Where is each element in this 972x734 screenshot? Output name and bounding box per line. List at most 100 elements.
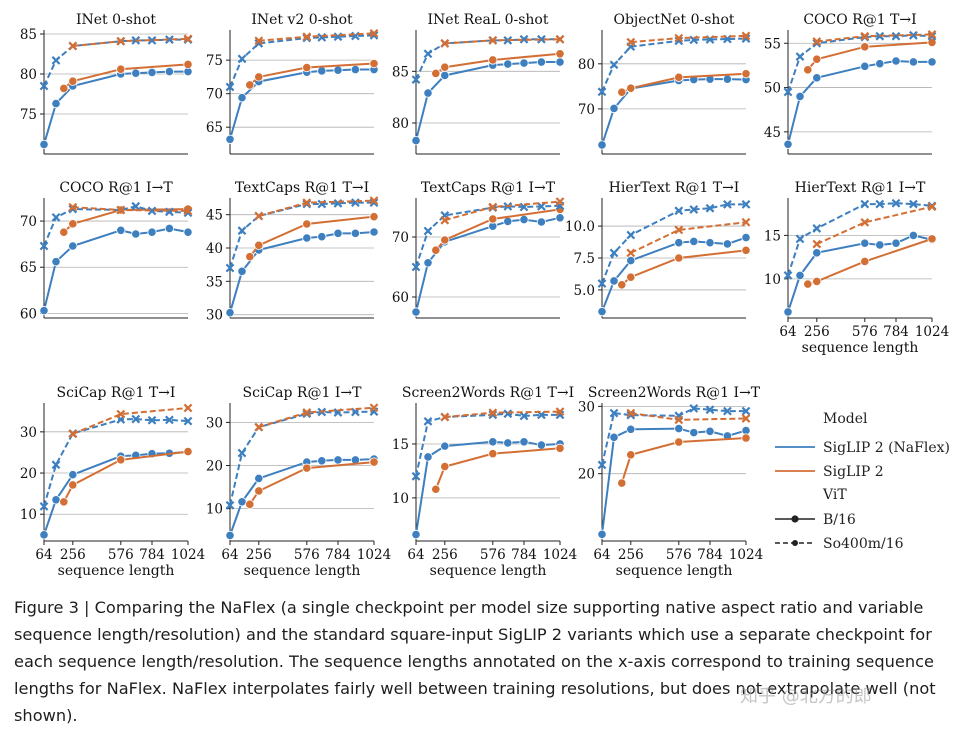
data-point-naflex-so400m <box>519 411 529 421</box>
data-point-siglip2-b16 <box>741 433 751 443</box>
data-point-naflex-b16 <box>795 91 805 102</box>
data-point-naflex-b16 <box>536 217 547 227</box>
y-tick-label: 55 <box>764 36 781 52</box>
data-point-naflex-b16 <box>609 103 619 114</box>
data-point-naflex-b16 <box>597 140 607 150</box>
y-tick-label: 5.0 <box>574 283 595 299</box>
data-point-naflex-b16 <box>164 223 174 234</box>
data-point-naflex-b16 <box>503 59 513 69</box>
y-tick-label: 10 <box>764 272 781 288</box>
data-point-naflex-b16 <box>147 67 157 78</box>
data-point-naflex-so400m <box>875 199 885 209</box>
x-tick-label: 256 <box>432 547 458 563</box>
data-point-siglip2-b16 <box>626 83 636 93</box>
data-point-naflex-b16 <box>147 227 157 237</box>
data-point-siglip2-so400m <box>927 202 937 212</box>
series-line-naflex-so400m <box>229 34 375 88</box>
data-point-naflex-b16 <box>875 240 885 250</box>
data-point-naflex-so400m <box>891 198 901 208</box>
data-point-naflex-b16 <box>597 307 607 317</box>
x-tick-label: 784 <box>883 324 909 340</box>
data-point-siglip2-so400m <box>812 37 822 46</box>
series-line-naflex-so400m <box>415 204 561 268</box>
legend-subtitle: ViT <box>822 487 847 503</box>
series-line-naflex-b16 <box>415 216 561 313</box>
series-line-naflex-b16 <box>229 231 375 313</box>
data-point-naflex-so400m <box>131 201 141 211</box>
data-point-naflex-b16 <box>536 440 547 450</box>
data-point-naflex-b16 <box>423 452 433 462</box>
panel-title: COCO R@1 T→I <box>803 12 916 28</box>
y-tick-label: 85 <box>20 27 37 43</box>
data-point-naflex-so400m <box>909 30 918 40</box>
data-point-naflex-b16 <box>51 495 61 505</box>
data-point-naflex-so400m <box>237 226 247 236</box>
data-point-naflex-so400m <box>165 207 174 217</box>
x-axis-label: sequence length <box>244 563 361 579</box>
data-point-siglip2-b16 <box>488 55 498 65</box>
legend-title: Model <box>823 411 868 427</box>
series-line-naflex-so400m <box>229 201 374 269</box>
data-point-siglip2-b16 <box>59 497 69 507</box>
data-point-naflex-b16 <box>689 236 699 247</box>
data-point-naflex-so400m <box>225 82 235 92</box>
data-point-naflex-so400m <box>783 87 793 97</box>
y-tick-label: 10 <box>206 502 223 518</box>
data-point-siglip2-b16 <box>617 87 627 97</box>
data-point-naflex-so400m <box>51 56 61 65</box>
data-point-siglip2-b16 <box>440 462 450 472</box>
legend-marker-so400m <box>792 540 798 546</box>
data-point-naflex-so400m <box>909 199 918 209</box>
x-tick-label: 576 <box>852 324 878 340</box>
data-point-siglip2-so400m <box>68 429 78 439</box>
data-point-siglip2-b16 <box>369 58 379 69</box>
data-point-naflex-b16 <box>722 239 733 249</box>
data-point-naflex-so400m <box>51 213 61 222</box>
x-tick-label: 1024 <box>171 547 205 563</box>
data-point-siglip2-b16 <box>254 72 264 82</box>
data-point-naflex-b16 <box>609 432 619 442</box>
series-line-naflex-b16 <box>43 227 189 311</box>
y-tick-label: 30 <box>20 425 37 441</box>
data-point-siglip2-b16 <box>860 42 870 52</box>
data-point-naflex-so400m <box>39 241 49 251</box>
data-point-naflex-b16 <box>237 266 247 276</box>
data-point-naflex-so400m <box>723 200 732 209</box>
data-point-naflex-b16 <box>795 270 805 280</box>
data-point-siglip2-so400m <box>183 403 193 413</box>
watermark: 知乎 @北方的郎 <box>740 686 872 707</box>
data-point-naflex-so400m <box>705 203 715 213</box>
series-line-siglip2-b16 <box>620 437 747 484</box>
y-tick-label: 15 <box>764 228 781 244</box>
data-point-siglip2-b16 <box>803 279 813 289</box>
data-point-naflex-b16 <box>440 441 450 451</box>
data-point-naflex-b16 <box>741 232 751 243</box>
data-point-naflex-so400m <box>131 414 141 424</box>
data-point-naflex-b16 <box>225 308 235 318</box>
data-point-naflex-so400m <box>741 200 751 209</box>
data-point-naflex-b16 <box>369 227 379 237</box>
series-line-naflex-b16 <box>229 68 374 140</box>
data-point-siglip2-so400m <box>302 408 312 417</box>
data-point-naflex-b16 <box>536 57 547 67</box>
panel-7: TextCaps R@1 I→T 60 70 <box>392 180 565 319</box>
x-tick-label: 256 <box>618 547 644 563</box>
data-point-naflex-b16 <box>626 255 636 266</box>
data-point-siglip2-b16 <box>741 69 751 79</box>
data-point-naflex-b16 <box>225 530 235 540</box>
y-tick-label: 65 <box>206 120 223 136</box>
data-point-siglip2-b16 <box>927 37 937 48</box>
data-point-naflex-b16 <box>131 68 141 78</box>
data-point-naflex-b16 <box>674 238 684 248</box>
data-point-naflex-b16 <box>225 134 235 144</box>
figure-caption: Figure 3 | Comparing the NaFlex (a singl… <box>14 598 936 725</box>
data-point-naflex-b16 <box>317 456 327 466</box>
y-tick-label: 10.0 <box>565 219 595 235</box>
data-point-naflex-so400m <box>723 406 732 416</box>
y-tick-label: 20 <box>206 459 223 475</box>
x-tick-label: 256 <box>804 324 830 340</box>
data-point-naflex-so400m <box>609 408 619 418</box>
data-point-naflex-b16 <box>39 139 49 149</box>
y-tick-label: 60 <box>20 306 37 322</box>
